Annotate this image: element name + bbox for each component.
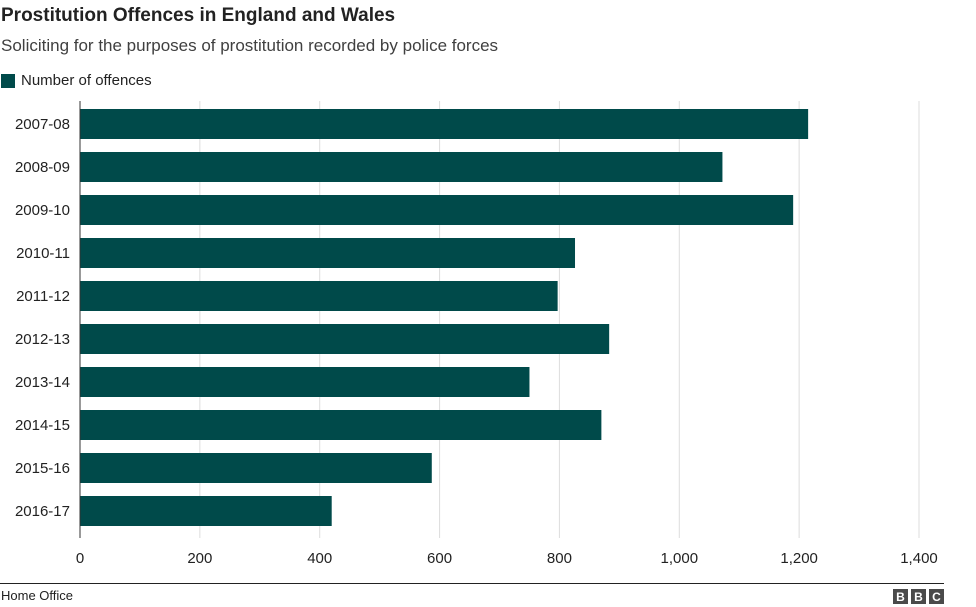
- category-label: 2009-10: [15, 202, 70, 219]
- category-label: 2008-09: [15, 159, 70, 176]
- bar: [80, 281, 558, 311]
- x-tick-label: 0: [76, 550, 84, 567]
- x-tick-label: 1,000: [661, 550, 699, 567]
- bar: [80, 453, 432, 483]
- bar: [80, 410, 602, 440]
- category-label: 2007-08: [15, 116, 70, 133]
- x-tick-label: 200: [187, 550, 212, 567]
- bar-chart: 2007-08 2008-09 2009-10 2010-11 2011-12 2012-…: [15, 101, 938, 567]
- category-label: 2010-11: [16, 245, 70, 262]
- x-tick-label: 1,400: [900, 550, 938, 567]
- bar: [80, 238, 576, 268]
- category-label: 2015-16: [15, 460, 70, 477]
- bar: [80, 367, 530, 397]
- bbc-logo-letter: B: [893, 589, 908, 604]
- category-label: 2016-17: [15, 503, 70, 520]
- footer-divider: [0, 583, 944, 584]
- bar: [80, 109, 809, 139]
- bbc-logo-letter: B: [911, 589, 926, 604]
- x-tick-label: 400: [307, 550, 332, 567]
- chart-title: Prostitution Offences in England and Wal…: [1, 5, 396, 26]
- bbc-logo: B B C: [893, 589, 944, 604]
- x-tick-label: 800: [547, 550, 572, 567]
- bar: [80, 496, 332, 526]
- category-label: 2013-14: [15, 374, 70, 391]
- category-label: 2011-12: [16, 288, 70, 305]
- category-label: 2014-15: [15, 417, 70, 434]
- x-tick-label: 1,200: [780, 550, 818, 567]
- legend: Number of offences: [1, 72, 152, 89]
- legend-swatch: [1, 73, 15, 88]
- bar: [80, 195, 794, 225]
- source-label: Home Office: [1, 588, 74, 603]
- x-tick-label: 600: [427, 550, 452, 567]
- bar: [80, 324, 610, 354]
- chart-subtitle: Soliciting for the purposes of prostitut…: [1, 36, 499, 55]
- bar: [80, 152, 723, 182]
- bbc-logo-letter: C: [929, 589, 944, 604]
- legend-label: Number of offences: [21, 72, 152, 89]
- category-label: 2012-13: [15, 331, 70, 348]
